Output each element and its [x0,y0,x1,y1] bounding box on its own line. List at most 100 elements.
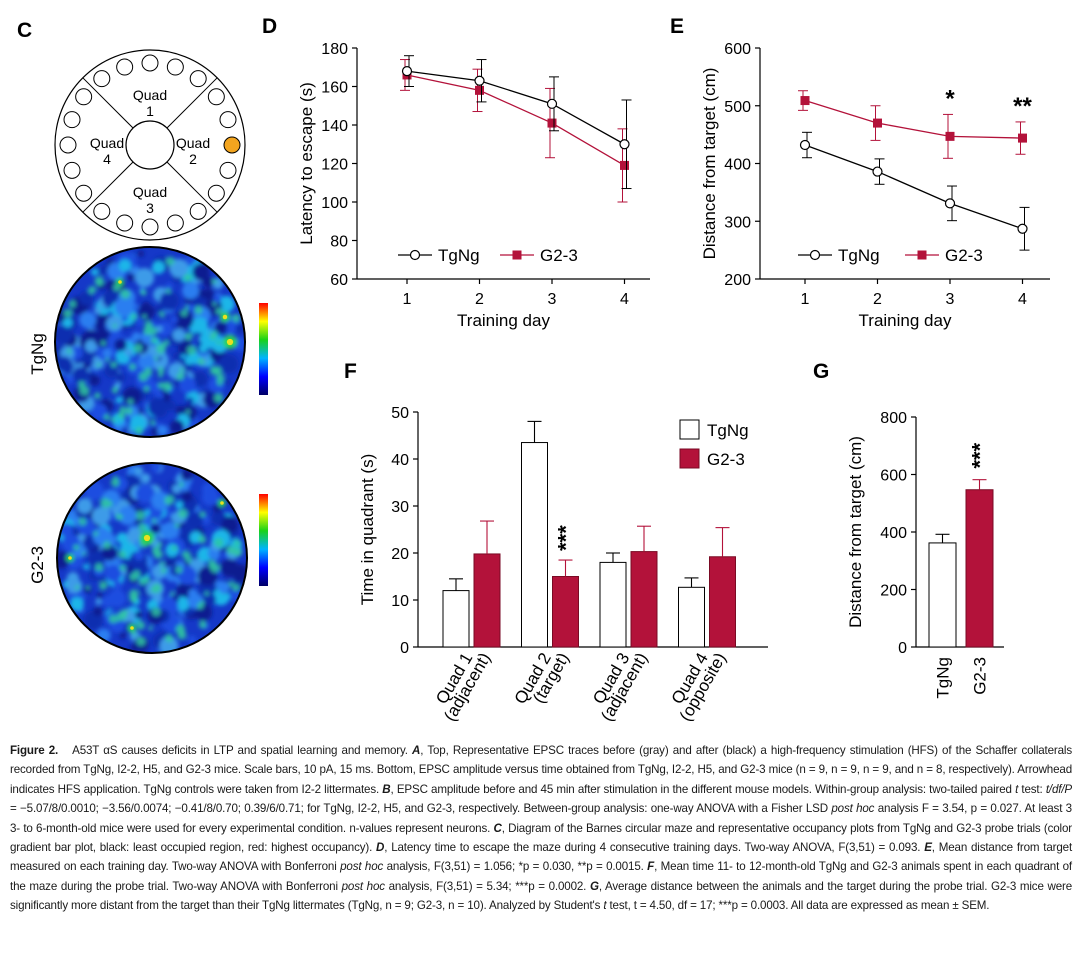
y-tick-label: 400 [724,157,751,174]
heatmap-blob [103,414,111,421]
heatmap-g2-3 [56,462,248,654]
heatmap-blob [115,513,122,520]
heatmap-blob [232,547,243,557]
y-tick-label: 180 [321,41,348,58]
maze-hole [116,214,134,232]
heatmap-blob [119,406,127,414]
chart-latency-to-escape: 60 80 100 120 140 160 180 1 2 3 4 Training day Laten… [297,41,650,330]
series-line-g2-3 [406,74,625,166]
maze-divider [166,77,218,129]
maze-hole [63,111,81,129]
y-tick-label: 30 [391,499,409,516]
heatmap-blob [101,545,118,561]
y-tick-label: 120 [321,157,348,174]
heatmap-blob [120,289,131,299]
maze-hole [75,184,93,202]
heatmap-blob [192,317,208,334]
heatmap-blob [192,263,210,281]
x-tick-label: 3 [548,291,557,308]
heatmap-blob [192,296,204,308]
heatmap-blob [138,523,147,532]
bar-tgng [521,442,548,648]
heatmap-blob [112,323,118,328]
heatmap-blob [220,558,239,578]
heatmap-blobs [55,250,245,437]
heatmap-blob [208,560,216,568]
heatmap-blob [78,517,87,526]
legend-label-g2-3: G2-3 [540,246,578,265]
heatmap-blob [55,324,73,345]
heatmap-blob [184,332,193,341]
quad-label: Quad [133,184,167,200]
heatmap-blob [181,491,193,502]
caption-segment: analysis, F(3,51) = 1.056; *p = 0.030, *… [383,860,648,874]
maze-divider [82,77,134,129]
x-tick-label: 2 [475,291,484,308]
heatmap-blob [127,273,135,282]
heatmap-blob [198,289,207,298]
heatmap-blob [88,374,101,386]
colorbar-g2-3 [259,494,268,586]
heatmap-blob [83,563,90,570]
heatmap-blob [57,551,70,569]
data-point-tgng [944,198,956,209]
series-line-tgng [804,144,1023,230]
significance-marker: * [945,85,955,112]
heatmap-blob [160,567,167,574]
bar-tgng [678,586,705,648]
heatmap-blob [93,531,99,537]
heatmap-blob [135,510,145,521]
significance-marker: *** [968,442,993,468]
y-axis-label: Time in quadrant (s) [358,454,377,605]
legend-label-g2-3: G2-3 [707,450,745,469]
heatmap-blob [178,508,188,519]
heatmap-blob [215,307,223,315]
bar-tgng [599,561,627,648]
legend-swatch-tgng [679,419,700,440]
heatmap-blob [94,563,104,572]
heatmap-blob [72,366,89,384]
panel-label-d: D [262,15,277,38]
caption-segment: test: [1018,782,1046,796]
y-tick-label: 20 [391,546,409,563]
caption-segment: F [647,860,655,874]
heatmap-blob [113,475,118,481]
maze-hole [207,88,225,106]
heatmap-blob [129,363,136,371]
heatmap-blob [74,585,80,590]
y-tick-label: 160 [321,80,348,97]
heatmap-blob [228,581,234,587]
heatmap-blob [99,498,110,508]
heatmap-blob [143,385,150,392]
maze-hole [166,58,184,76]
heatmap-blob [218,295,235,313]
heatmap-blob [175,500,183,509]
caption-segment: analysis, F(3,51) = 5.34; ***p = 0.0002. [384,879,590,893]
heatmap-blob [159,311,166,318]
heatmap-hotspot-core [130,626,134,630]
heatmap-blob [157,367,165,374]
figure-2: C D E F G Quad 1 Quad 2 Quad 3 Quad 4 TgNg G2-3… [17,15,1050,724]
x-axis-label: Training day [457,311,550,330]
maze-hole [93,202,111,220]
heatmap-blob [147,397,168,418]
heatmap-blob [150,420,156,426]
caption-segment: , Latency time to escape the maze during… [384,841,925,855]
caption-segment: test, t = 4.50, df = 17; ***p = 0.0003. … [606,899,990,913]
caption-segment: = −5.07/8/0.0010; −3.56/0.0074; −0.41/8/… [10,802,832,816]
heatmap-blob [98,265,108,275]
maze-center-circle [125,120,175,170]
caption-segment: G [589,879,599,893]
heatmap-blob [172,328,186,342]
heatmap-blob [79,311,97,329]
data-point-g2-3 [800,96,810,106]
heatmap-hotspot-core [68,556,72,560]
heatmap-blob [56,356,72,372]
heatmap-blob [93,606,103,617]
y-tick-label: 100 [321,195,348,212]
x-axis-label: Training day [859,311,952,330]
heatmap-blob [150,587,157,593]
heatmap-blob [174,523,180,529]
maze-hole [93,70,111,88]
